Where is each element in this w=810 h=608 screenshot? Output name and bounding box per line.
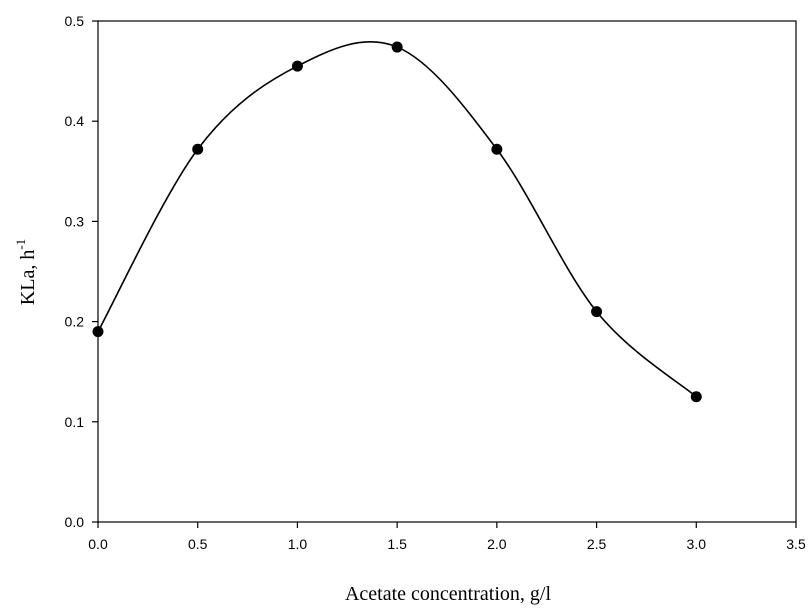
x-tick-label: 2.5: [587, 536, 607, 552]
y-axis-title-superscript: -1: [13, 239, 28, 250]
x-tick-label: 3.5: [786, 536, 806, 552]
data-point: [491, 143, 503, 155]
y-axis: 0.0 0.1 0.2 0.3 0.4 0.5: [65, 13, 98, 530]
x-axis: 0.0 0.5 1.0 1.5 2.0 2.5 3.0 3.5: [88, 522, 806, 552]
x-tick-label: 3.0: [687, 536, 707, 552]
y-tick-label: 0.3: [65, 213, 85, 229]
x-tick-label: 0.0: [88, 536, 108, 552]
y-axis-title: KLa, h-1: [13, 239, 39, 305]
y-tick-label: 0.5: [65, 13, 85, 29]
series-markers: [92, 41, 702, 403]
x-tick-label: 2.0: [487, 536, 507, 552]
plot-frame: [97, 20, 797, 523]
data-point: [291, 60, 303, 72]
series-curve: [97, 40, 697, 398]
x-tick-label: 0.5: [188, 536, 208, 552]
y-axis-title-base: KLa, h: [17, 250, 39, 306]
y-tick-label: 0.2: [65, 314, 85, 330]
x-tick-label: 1.0: [288, 536, 308, 552]
plot-area: [97, 20, 797, 523]
data-point: [92, 326, 104, 338]
data-point: [391, 41, 403, 53]
x-axis-title: Acetate concentration, g/l: [345, 583, 551, 605]
y-tick-label: 0.4: [65, 113, 85, 129]
y-tick-label: 0.1: [65, 414, 85, 430]
data-point: [591, 306, 603, 318]
y-tick-label: 0.0: [65, 514, 85, 530]
data-point: [690, 391, 702, 403]
x-tick-label: 1.5: [387, 536, 407, 552]
data-point: [192, 143, 204, 155]
